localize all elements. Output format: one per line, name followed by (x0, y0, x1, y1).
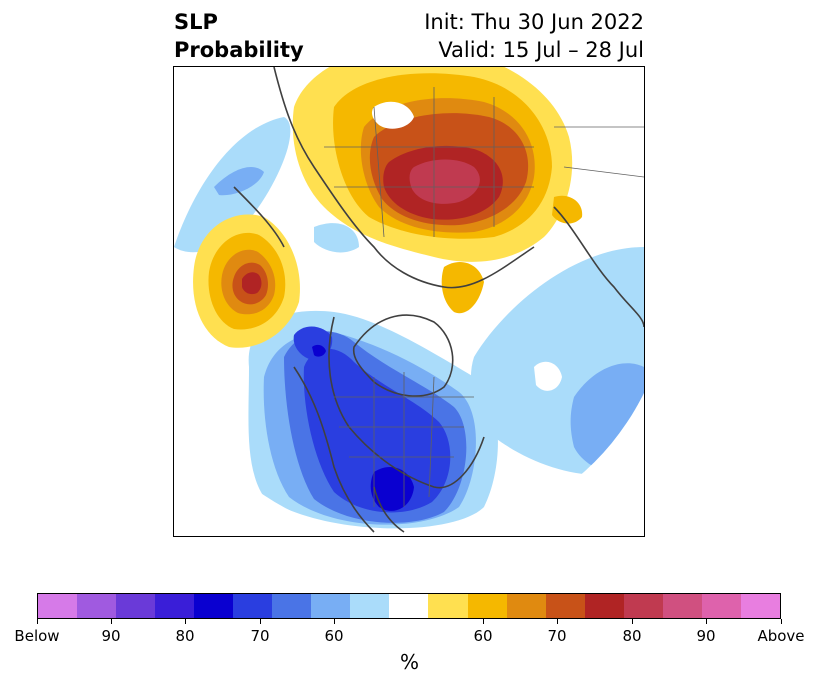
colorbar-unit-label: % (399, 650, 419, 674)
colorbar (37, 593, 781, 619)
colorbar-swatch (116, 594, 156, 618)
colorbar-tick-label: 90 (696, 627, 716, 645)
colorbar-tick-mark (705, 619, 707, 624)
map-panel (173, 66, 645, 537)
above-normal-northeast-pacific (193, 214, 300, 348)
colorbar-swatch (38, 594, 78, 618)
colorbar-swatch (662, 594, 702, 618)
above-normal-siberia (292, 67, 583, 314)
title-field: Probability (174, 38, 304, 62)
chart-title: SLP Probability (174, 8, 304, 64)
colorbar-tick-label: 70 (547, 627, 567, 645)
probability-map (174, 67, 644, 536)
below-normal-north-pacific (174, 117, 359, 253)
colorbar-swatch (701, 594, 741, 618)
colorbar-swatch (506, 594, 546, 618)
colorbar-swatch (350, 594, 390, 618)
colorbar-swatch (194, 594, 234, 618)
colorbar-swatch (272, 594, 312, 618)
colorbar-tick-label: Above (757, 627, 805, 645)
colorbar-tick-mark (631, 619, 633, 624)
colorbar-tick-mark (780, 619, 782, 624)
valid-range: Valid: 15 Jul – 28 Jul (438, 38, 644, 62)
date-info: Init: Thu 30 Jun 2022 Valid: 15 Jul – 28… (424, 8, 644, 64)
title-variable: SLP (174, 10, 218, 34)
colorbar-swatch (545, 594, 585, 618)
colorbar-swatch (311, 594, 351, 618)
colorbar-swatch (389, 594, 429, 618)
colorbar-swatch (155, 594, 195, 618)
colorbar-swatch (623, 594, 663, 618)
political-boundaries (324, 87, 644, 507)
colorbar-swatch (584, 594, 624, 618)
colorbar-tick-mark (110, 619, 112, 624)
colorbar-tick-mark (36, 619, 38, 624)
colorbar-ticks: Below 90 80 70 60 60 70 80 90 Above (0, 619, 819, 649)
colorbar-tick-mark (259, 619, 261, 624)
colorbar-tick-label: Below (14, 627, 60, 645)
colorbar-tick-label: 60 (473, 627, 493, 645)
colorbar-swatch (428, 594, 468, 618)
colorbar-tick-mark (333, 619, 335, 624)
colorbar-tick-label: 90 (101, 627, 121, 645)
colorbar-swatch (467, 594, 507, 618)
colorbar-swatch (77, 594, 117, 618)
colorbar-swatch (233, 594, 273, 618)
colorbar-tick-label: 70 (250, 627, 270, 645)
below-normal-north-america (248, 310, 498, 529)
colorbar-tick-mark (482, 619, 484, 624)
coastlines (233, 67, 644, 533)
colorbar-tick-label: 80 (622, 627, 642, 645)
colorbar-tick-mark (184, 619, 186, 624)
colorbar-tick-mark (556, 619, 558, 624)
init-date: Init: Thu 30 Jun 2022 (424, 10, 644, 34)
colorbar-tick-label: 80 (175, 627, 195, 645)
colorbar-tick-label: 60 (324, 627, 344, 645)
colorbar-swatch (740, 594, 780, 618)
